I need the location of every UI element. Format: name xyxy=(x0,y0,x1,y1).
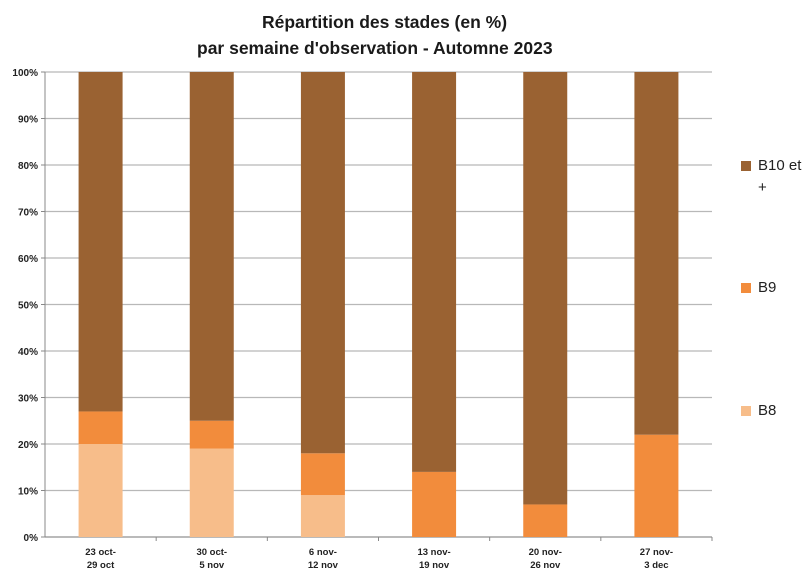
x-tick-label: 20 nov- xyxy=(529,547,562,558)
x-tick-label: 13 nov- xyxy=(417,547,450,558)
x-tick-label: 19 nov xyxy=(419,560,450,569)
x-tick-label: 5 nov xyxy=(199,560,225,569)
bar-segment-b10-et- xyxy=(78,72,123,412)
legend-label: B9 xyxy=(758,277,811,299)
bar-segment-b9 xyxy=(78,411,123,444)
bar-segment-b10-et- xyxy=(300,72,345,454)
bar-segment-b10-et- xyxy=(634,72,679,435)
bar-segment-b10-et- xyxy=(523,72,568,505)
y-tick-label: 40% xyxy=(18,347,38,358)
y-tick-label: 0% xyxy=(24,533,39,544)
bar-segment-b10-et- xyxy=(189,72,234,421)
bar-segment-b8 xyxy=(78,444,123,537)
x-tick-label: 29 oct xyxy=(87,560,115,569)
bar-segment-b9 xyxy=(634,434,679,537)
chart-subtitle: par semaine d'observation - Automne 2023 xyxy=(197,38,553,58)
y-tick-label: 30% xyxy=(18,394,38,405)
y-tick-label: 20% xyxy=(18,440,38,451)
x-tick-label: 30 oct- xyxy=(196,547,227,558)
x-tick-label: 26 nov xyxy=(530,560,561,569)
x-tick-label: 6 nov- xyxy=(309,547,337,558)
legend-swatch xyxy=(741,161,751,171)
legend-label-line: B10 et xyxy=(758,157,802,174)
x-tick-label: 12 nov xyxy=(308,560,339,569)
bar-segment-b8 xyxy=(189,448,234,537)
bar-segment-b8 xyxy=(300,495,345,537)
y-tick-label: 10% xyxy=(18,487,38,498)
legend-label-line: B8 xyxy=(758,402,777,419)
y-tick-label: 50% xyxy=(18,301,38,312)
y-tick-label: 70% xyxy=(18,208,38,219)
legend-label: B10 et + xyxy=(758,155,811,199)
y-tick-label: 100% xyxy=(12,68,38,79)
x-tick-label: 23 oct- xyxy=(85,547,116,558)
bar-segment-b9 xyxy=(412,471,457,537)
legend-swatch xyxy=(741,283,751,293)
y-tick-label: 60% xyxy=(18,254,38,265)
legend-label: B8 xyxy=(758,400,811,422)
bar-segment-b9 xyxy=(189,420,234,449)
bar-segment-b9 xyxy=(300,453,345,496)
legend-swatch xyxy=(741,406,751,416)
bar-segment-b10-et- xyxy=(412,72,457,472)
bar-segment-b9 xyxy=(523,504,568,537)
legend-label-line: B9 xyxy=(758,279,777,296)
y-tick-label: 80% xyxy=(18,161,38,172)
y-tick-label: 90% xyxy=(18,115,38,126)
legend-label-line: + xyxy=(758,179,767,196)
x-tick-label: 3 dec xyxy=(644,560,668,569)
chart-title: Répartition des stades (en %) xyxy=(262,12,508,32)
x-tick-label: 27 nov- xyxy=(640,547,673,558)
